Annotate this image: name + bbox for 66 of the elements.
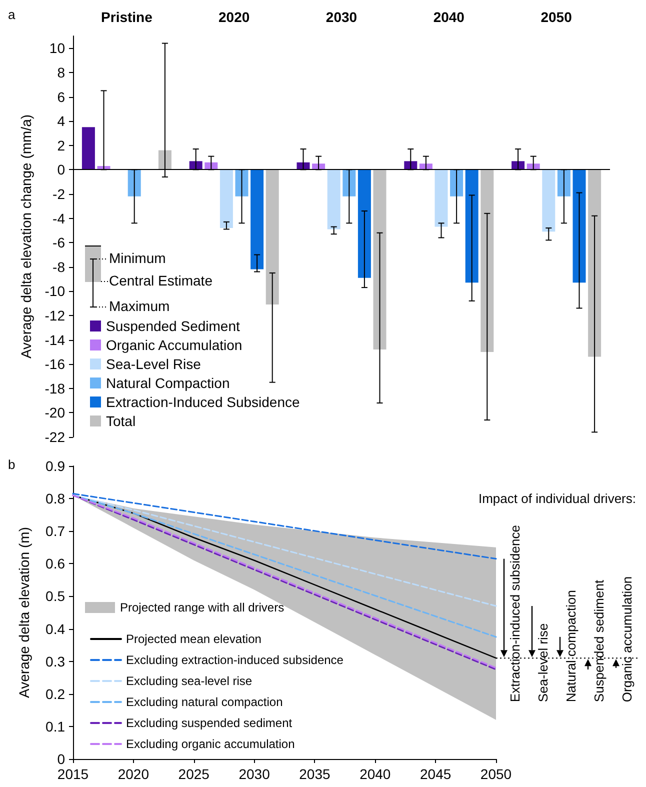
annotation: Projected range with all drivers bbox=[120, 600, 284, 614]
legend-label: Excluding natural compaction bbox=[126, 695, 283, 709]
text: Organic accumulation bbox=[620, 576, 634, 702]
annotation: Maximum bbox=[109, 298, 170, 314]
text: Sea-level rise bbox=[536, 623, 550, 702]
y-tick-label: 6 bbox=[57, 88, 66, 105]
y-tick-label: -14 bbox=[44, 332, 66, 348]
x-tick-label: 2035 bbox=[299, 766, 330, 782]
x-tick-label: 2015 bbox=[57, 766, 89, 782]
y-tick-label: -16 bbox=[44, 356, 66, 372]
text: Extraction-induced subsidence bbox=[508, 525, 522, 702]
legend-label: Excluding organic accumulation bbox=[126, 737, 295, 751]
y-tick-label: 0.3 bbox=[46, 653, 66, 670]
y-tick-label: 0 bbox=[57, 162, 66, 178]
y-tick-label: 0.7 bbox=[46, 523, 66, 540]
y-tick-label: 10 bbox=[49, 40, 66, 56]
text: Suspended sediment bbox=[592, 580, 606, 702]
y-tick-label: 0.6 bbox=[46, 556, 66, 572]
y-tick-label: 0.2 bbox=[46, 686, 66, 702]
y-tick-label: -8 bbox=[52, 258, 66, 275]
y-tick-label: 8 bbox=[57, 64, 66, 80]
annotation: Impact of individual drivers: bbox=[478, 491, 636, 506]
y-tick-label: 0.1 bbox=[46, 718, 66, 734]
y-tick-label: 0.9 bbox=[46, 458, 66, 474]
x-tick-label: 2020 bbox=[118, 766, 150, 782]
y-tick-label: -20 bbox=[44, 404, 66, 421]
x-tick-label: 2040 bbox=[433, 9, 465, 25]
x-tick-label: Pristine bbox=[101, 9, 153, 25]
y-tick-label: -2 bbox=[52, 186, 66, 202]
x-tick-label: 2030 bbox=[238, 766, 270, 782]
y-tick-label: -10 bbox=[44, 283, 66, 300]
y-tick-label: 2 bbox=[57, 137, 66, 154]
legend-label: Suspended Sediment bbox=[106, 318, 240, 334]
annotation: Minimum bbox=[109, 250, 166, 266]
y-tick-label: 0 bbox=[57, 751, 66, 767]
legend-label: Projected mean elevation bbox=[126, 632, 262, 646]
text: a bbox=[8, 7, 16, 22]
y-tick-label: -4 bbox=[52, 210, 66, 226]
legend-label: Excluding suspended sediment bbox=[126, 716, 293, 730]
y-tick-label: -6 bbox=[52, 234, 66, 251]
x-tick-label: 2050 bbox=[480, 766, 512, 782]
legend-label: Excluding extraction-induced subsidence bbox=[126, 653, 344, 667]
x-tick-label: 2030 bbox=[326, 9, 358, 25]
legend-label: Total bbox=[106, 413, 136, 429]
y-tick-label: 0.4 bbox=[46, 620, 66, 637]
y-tick-label: -18 bbox=[44, 380, 66, 396]
legend-label: Natural Compaction bbox=[106, 375, 230, 391]
annotation: Central Estimate bbox=[109, 272, 213, 288]
y-tick-label: 4 bbox=[57, 113, 66, 130]
y-tick-label: 0.8 bbox=[46, 490, 66, 507]
legend-label: Sea-Level Rise bbox=[106, 356, 202, 372]
y-tick-label: -22 bbox=[44, 429, 66, 445]
y-tick-label: -12 bbox=[44, 307, 66, 324]
legend-label: Extraction-Induced Subsidence bbox=[106, 394, 300, 410]
x-tick-label: 2050 bbox=[540, 9, 572, 25]
y-axis-title: Average delta elevation change (mm/a) bbox=[18, 114, 34, 359]
text: b bbox=[8, 457, 16, 472]
legend-label: Excluding sea-level rise bbox=[126, 674, 252, 688]
x-tick-label: 2040 bbox=[360, 766, 391, 782]
legend-label: Organic Accumulation bbox=[106, 337, 242, 353]
y-tick-label: 0.5 bbox=[46, 588, 66, 604]
y-axis-title: Average delta elevation (m) bbox=[16, 527, 32, 698]
x-tick-label: 2025 bbox=[178, 766, 210, 782]
x-tick-label: 2020 bbox=[218, 9, 250, 25]
x-tick-label: 2045 bbox=[420, 766, 452, 782]
text: Natural compaction bbox=[564, 590, 578, 702]
